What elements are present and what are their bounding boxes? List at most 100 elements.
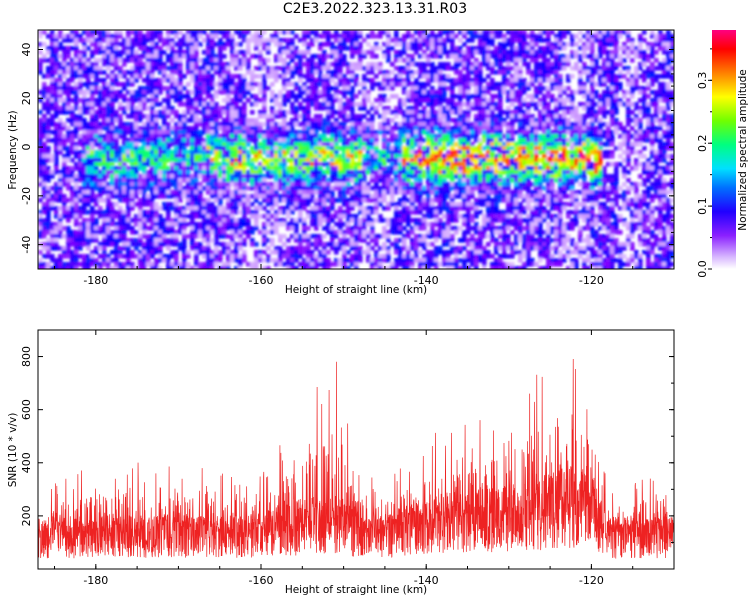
spectrogram-cell: [318, 74, 323, 79]
spectrogram-cell: [330, 70, 335, 75]
spectrogram-cell: [334, 138, 339, 143]
spectrogram-cell: [358, 182, 363, 187]
spectrogram-cell: [666, 34, 671, 39]
spectrogram-cell: [246, 122, 251, 127]
spectrogram-cell: [150, 134, 155, 139]
spectrogram-cell: [262, 110, 267, 115]
spectrogram-cell: [262, 90, 267, 95]
spectrogram-cell: [106, 86, 111, 91]
spectrogram-cell: [662, 46, 667, 51]
spectrogram-cell: [142, 98, 147, 103]
spectrogram-cell: [350, 70, 355, 75]
spectrogram-cell: [406, 74, 411, 79]
spectrogram-cell: [66, 50, 71, 55]
spectrogram-cell: [194, 102, 199, 107]
spectrogram-cell: [110, 146, 115, 151]
spectrogram-cell: [510, 162, 515, 167]
spectrogram-cell: [430, 34, 435, 39]
spectrogram-cell: [466, 74, 471, 79]
spectrogram-cell: [602, 102, 607, 107]
spectrogram-cell: [666, 146, 671, 151]
spectrogram-cell: [154, 178, 159, 183]
spectrogram-cell: [598, 78, 603, 83]
spectrogram-cell: [446, 86, 451, 91]
spectrogram-cell: [586, 46, 591, 51]
spectrogram-cell: [494, 54, 499, 59]
spectrogram-cell: [370, 122, 375, 127]
spectrogram-cell: [518, 134, 523, 139]
spectrogram-cell: [438, 150, 443, 155]
spectrogram-cell: [482, 158, 487, 163]
spectrogram-cell: [110, 162, 115, 167]
spectrogram-cell: [274, 162, 279, 167]
spectrogram-cell: [498, 118, 503, 123]
spectrogram-cell: [210, 174, 215, 179]
spectrogram-cell: [162, 38, 167, 43]
spectrogram-cell: [326, 82, 331, 87]
spectrogram-cell: [650, 142, 655, 147]
spectrogram-cell: [342, 158, 347, 163]
spectrogram-cell: [542, 50, 547, 55]
spectrogram-cell: [162, 98, 167, 103]
spectrogram-cell: [146, 90, 151, 95]
spectrogram-cell: [346, 158, 351, 163]
spectrogram-cell: [118, 162, 123, 167]
spectrogram-cell: [650, 82, 655, 87]
spectrogram-cell: [278, 30, 283, 35]
spectrogram-cell: [338, 174, 343, 179]
spectrogram-cell: [106, 118, 111, 123]
spectrogram-cell: [166, 38, 171, 43]
spectrogram-cell: [190, 182, 195, 187]
spectrogram-cell: [214, 170, 219, 175]
spectrogram-cell: [346, 30, 351, 35]
spectrogram-cell: [194, 110, 199, 115]
spectrogram-cell: [78, 50, 83, 55]
spectrogram-cell: [518, 46, 523, 51]
spectrogram-cell: [442, 118, 447, 123]
spectrogram-cell: [522, 62, 527, 67]
spectrogram-cell: [354, 126, 359, 131]
spectrogram-cell: [446, 102, 451, 107]
spectrogram-cell: [390, 94, 395, 99]
spectrogram-cell: [202, 38, 207, 43]
spectrogram-cell: [126, 34, 131, 39]
spectrogram-cell: [258, 74, 263, 79]
spectrogram-cell: [206, 106, 211, 111]
spectrogram-cell: [114, 58, 119, 63]
spectrogram-cell: [522, 46, 527, 51]
spectrogram-cell: [406, 66, 411, 71]
spectrogram-cell: [322, 42, 327, 47]
spectrogram-cell: [134, 166, 139, 171]
spectrogram-cell: [102, 166, 107, 171]
spectrogram-cell: [262, 166, 267, 171]
spectrogram-cell: [254, 154, 259, 159]
spectrogram-cell: [598, 38, 603, 43]
spectrogram-cell: [322, 102, 327, 107]
spectrogram-cell: [358, 142, 363, 147]
spectrogram-cell: [42, 118, 47, 123]
spectrogram-cell: [310, 182, 315, 187]
spectrogram-cell: [326, 182, 331, 187]
spectrogram-cell: [114, 54, 119, 59]
spectrogram-cell: [246, 118, 251, 123]
spectrogram-cell: [630, 86, 635, 91]
spectrogram-cell: [86, 106, 91, 111]
spectrogram-cell: [210, 102, 215, 107]
spectrogram-cell: [438, 70, 443, 75]
spectrogram-cell: [462, 138, 467, 143]
spectrogram-cell: [622, 30, 627, 35]
spectrogram-cell: [566, 158, 571, 163]
spectrogram-cell: [74, 154, 79, 159]
spectrogram-cell: [426, 146, 431, 151]
spectrogram-cell: [366, 166, 371, 171]
spectrogram-cell: [414, 82, 419, 87]
spectrogram-cell: [122, 98, 127, 103]
spectrogram-cell: [306, 142, 311, 147]
spectrogram-cell: [174, 154, 179, 159]
spectrogram-cell: [150, 82, 155, 87]
spectrogram-cell: [230, 166, 235, 171]
spectrogram-cell: [318, 158, 323, 163]
spectrogram-cell: [66, 98, 71, 103]
spectrogram-cell: [574, 178, 579, 183]
spectrogram-cell: [574, 158, 579, 163]
